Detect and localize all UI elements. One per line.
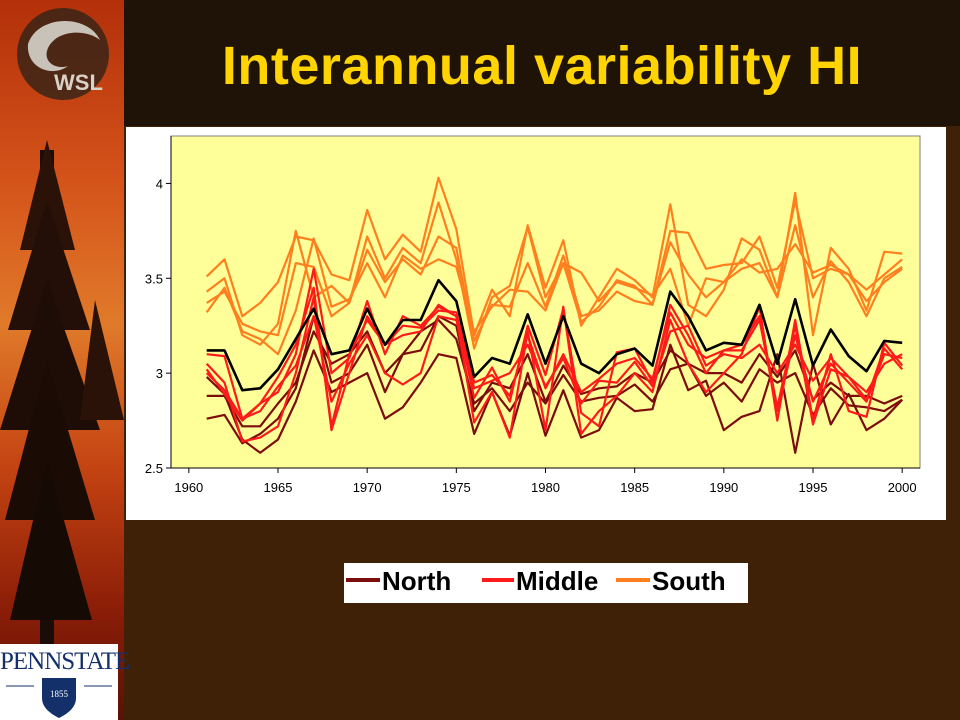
series-line-south-2 [205, 237, 903, 356]
x-tick-label: 1975 [442, 480, 471, 495]
wsl-logo-text: WSL [54, 70, 103, 95]
chart-panel: 2.5 3 3.5 4 1960 1965 1970 1975 1980 1985 1990 1995… [126, 127, 946, 520]
pennstate-year: 1855 [50, 689, 69, 699]
pennstate-wordmark: PENNSTATE [0, 648, 130, 675]
x-tick-label: 1965 [264, 480, 293, 495]
series-line-south-3 [206, 224, 903, 342]
legend-label-middle: Middle [516, 566, 598, 596]
chart-legend: North Middle South [344, 563, 748, 603]
y-tick-label: 3 [156, 366, 163, 381]
page-title: Interannual variability HI [221, 36, 863, 96]
legend-label-north: North [382, 566, 451, 596]
y-tick-label: 3.5 [145, 271, 163, 286]
shield-icon [42, 678, 76, 718]
x-tick-label: 1990 [709, 480, 738, 495]
series-line-middle-10 [205, 315, 903, 420]
series-line-north-4 [205, 343, 904, 454]
x-tick-label: 1985 [620, 480, 649, 495]
line-chart: 2.5 3 3.5 4 1960 1965 1970 1975 1980 1985 1990 1995… [145, 135, 921, 495]
legend-label-south: South [652, 566, 726, 596]
title-band [124, 0, 960, 126]
wsl-logo: WSL [8, 4, 118, 104]
x-tick-label: 1970 [353, 480, 382, 495]
x-tick-label: 1995 [799, 480, 828, 495]
x-tick-label: 1980 [531, 480, 560, 495]
pennstate-logo: PENNSTATE 1855 [0, 644, 130, 720]
x-tick-label: 2000 [888, 480, 917, 495]
background-photo-strip [0, 0, 124, 720]
x-tick-label: 1960 [174, 480, 203, 495]
legend-graphic: North Middle South [346, 566, 726, 596]
plot-area [170, 135, 921, 469]
y-tick-label: 2.5 [145, 461, 163, 476]
y-tick-label: 4 [156, 176, 163, 191]
series-line-mean-11 [206, 278, 903, 392]
tree-silhouette-decoration [0, 140, 124, 720]
